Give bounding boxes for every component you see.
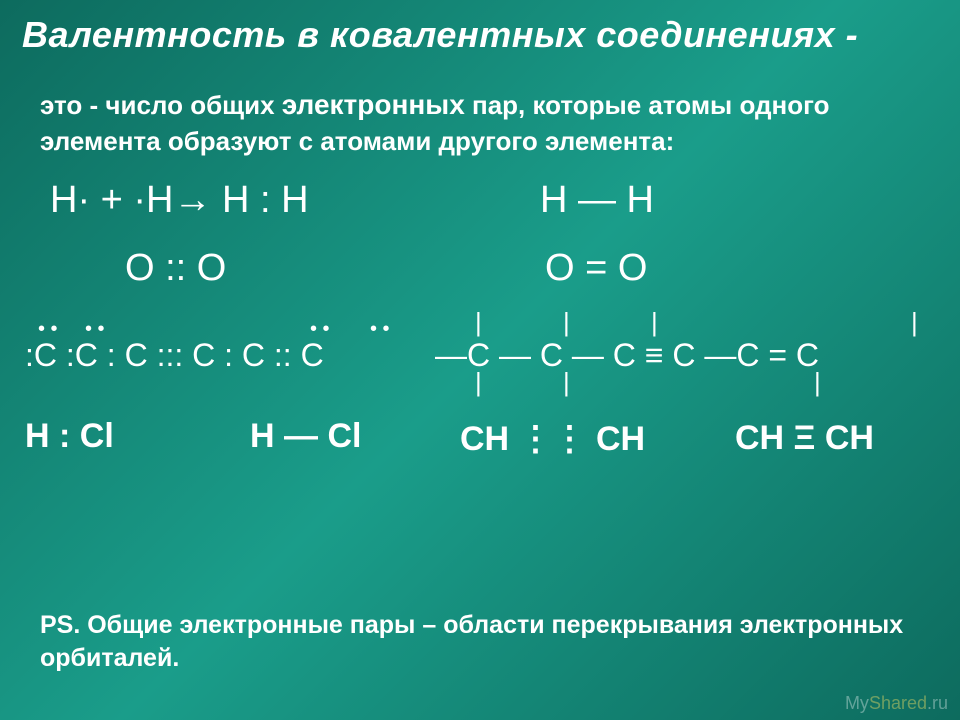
watermark-ru: .ru: [927, 693, 948, 713]
formula-c-bonds: —С — С — С ≡ С —С = С: [435, 337, 819, 374]
formula-h-dots: H· + ·H→ H : H: [50, 179, 309, 222]
formulas-area: H· + ·H→ H : H H — H O :: O O = O • • • …: [0, 159, 960, 579]
watermark: MyShared.ru: [845, 693, 948, 714]
vbar-b1: |: [475, 367, 482, 398]
vbar-4: |: [911, 307, 918, 338]
formula-o-dots: O :: O: [125, 247, 226, 290]
formula-hcl-bond: H — Cl: [250, 417, 361, 456]
carbon-dots-5: • •: [310, 319, 330, 339]
watermark-my: My: [845, 693, 869, 713]
vbar-2: |: [563, 307, 570, 338]
ps-note: PS. Общие электронные пары – области пер…: [40, 609, 920, 677]
slide-title: Валентность в ковалентных соединениях -: [0, 0, 960, 56]
subtitle-em: электронных: [282, 89, 465, 120]
carbon-dots-2: • •: [85, 319, 105, 339]
carbon-dots-6: • •: [370, 319, 390, 339]
formula-c-dots: :С :С : С ::: С : С :: С: [25, 337, 324, 374]
formula-h-bond: H — H: [540, 179, 654, 222]
subtitle-prefix: это - число общих: [40, 90, 282, 120]
slide-subtitle: это - число общих электронных пар, котор…: [0, 56, 960, 159]
formula-o-bond: O = O: [545, 247, 647, 290]
vbar-b2: |: [563, 367, 570, 398]
formula-hcl-dots: H : Cl: [25, 417, 114, 456]
vbar-3: |: [651, 307, 658, 338]
vbar-1: |: [475, 307, 482, 338]
formula-ch-triple: CH Ξ CH: [735, 419, 874, 458]
formula-ch-dots: CH ⋮⋮ CH: [460, 419, 645, 459]
vbar-b3: |: [814, 367, 821, 398]
watermark-shared: Shared: [869, 693, 927, 713]
carbon-dots-1: • •: [38, 319, 58, 339]
